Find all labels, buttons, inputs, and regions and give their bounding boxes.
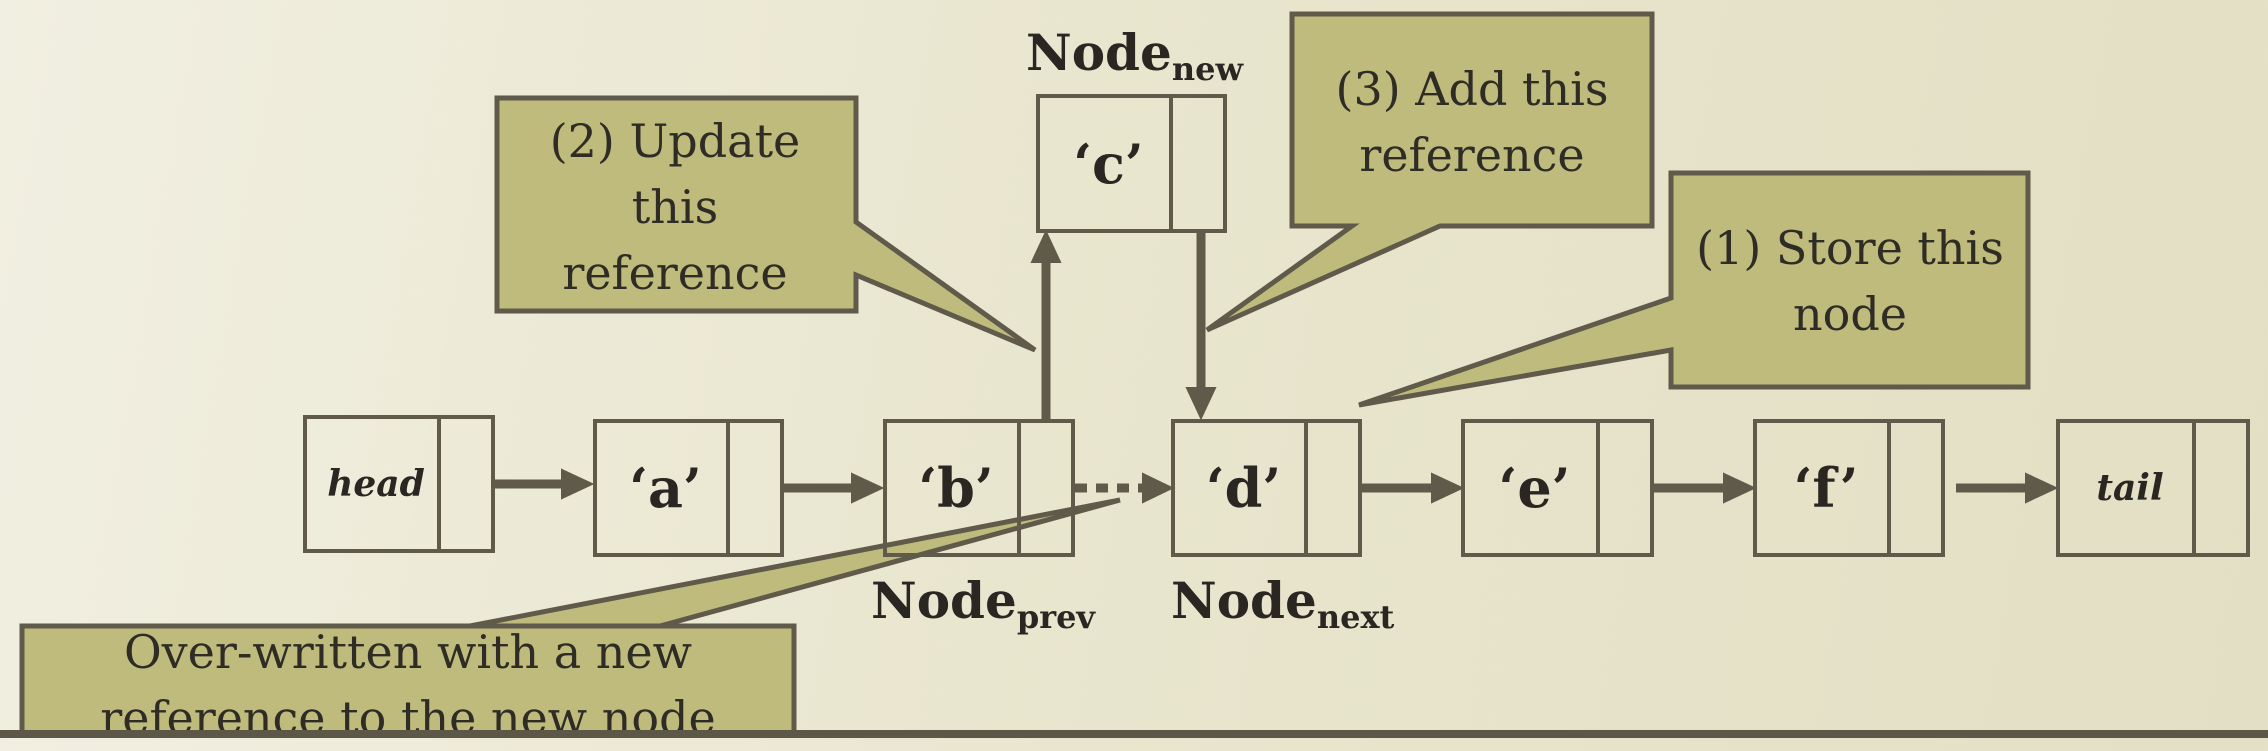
label-node-new-sub: new — [1171, 50, 1243, 88]
arrowhead-c-to-d — [1185, 387, 1217, 421]
callout-store-text: (1) Store this node — [1674, 215, 2026, 347]
node-a-value: ‘a’ — [629, 456, 702, 520]
node-head-value: head — [327, 463, 425, 505]
node-c-pointer — [1169, 98, 1223, 229]
node-f-pointer — [1887, 423, 1941, 553]
node-b: ‘b’ — [883, 419, 1075, 557]
label-node-new: Nodenew — [1026, 28, 1243, 88]
label-node-prev: Nodeprev — [871, 576, 1096, 636]
arrowhead-a-to-b — [851, 472, 885, 504]
node-e: ‘e’ — [1461, 419, 1654, 557]
callout-add-line2: reference — [1359, 128, 1585, 182]
node-f-value: ‘f’ — [1793, 456, 1859, 520]
callout-overwritten-line2: reference to the new node — [100, 691, 716, 745]
arrowhead-e-to-f — [1723, 472, 1757, 504]
node-f: ‘f’ — [1753, 419, 1945, 557]
node-head: head — [303, 415, 495, 553]
node-tail-value: tail — [2096, 467, 2164, 509]
callout-store-shape — [1358, 170, 2031, 408]
node-d-pointer — [1304, 423, 1358, 553]
callout-update-shape — [494, 95, 1037, 353]
callout-add-text: (3) Add this reference — [1295, 56, 1649, 188]
node-b-value: ‘b’ — [918, 456, 994, 520]
node-c-value: ‘c’ — [1073, 131, 1144, 196]
callout-update-text: (2) Update this reference — [500, 108, 850, 306]
node-head-pointer — [437, 419, 491, 549]
node-e-pointer — [1596, 423, 1650, 553]
label-node-prev-sub: prev — [1016, 598, 1096, 636]
arrowhead-head-to-a — [561, 468, 595, 500]
node-e-value: ‘e’ — [1498, 456, 1571, 520]
callout-overwritten-line1: Over-written with a new — [123, 625, 693, 679]
node-tail: tail — [2056, 419, 2250, 557]
arrowhead-f-to-tail — [2025, 472, 2059, 504]
label-node-prev-word: Node — [871, 571, 1017, 630]
callout-update-line1: (2) Update — [549, 114, 801, 168]
arrowhead-b-to-c — [1030, 229, 1062, 263]
callout-store-line1: (1) Store this — [1696, 221, 2004, 275]
node-tail-pointer — [2192, 423, 2246, 553]
node-d: ‘d’ — [1171, 419, 1362, 557]
node-b-pointer — [1017, 423, 1071, 553]
node-d-value: ‘d’ — [1205, 456, 1282, 520]
callout-add-shape — [1205, 11, 1655, 333]
arrowhead-b-to-d — [1142, 472, 1175, 504]
node-c: ‘c’ — [1036, 94, 1227, 233]
label-node-next-sub: next — [1316, 598, 1395, 636]
callout-update-line3: reference — [562, 246, 788, 300]
node-a-pointer — [726, 423, 780, 553]
callout-update-line2: this — [631, 180, 719, 234]
slide-bottom-bar — [0, 730, 2268, 738]
label-node-next: Nodenext — [1171, 576, 1395, 636]
callout-add-line1: (3) Add this — [1335, 62, 1609, 116]
callout-store-line2: node — [1793, 287, 1907, 341]
callout-overwritten-shape — [19, 497, 1121, 738]
arrowhead-d-to-e — [1431, 472, 1465, 504]
label-node-next-word: Node — [1171, 571, 1317, 630]
node-a: ‘a’ — [593, 419, 784, 557]
label-node-new-word: Node — [1026, 23, 1172, 82]
